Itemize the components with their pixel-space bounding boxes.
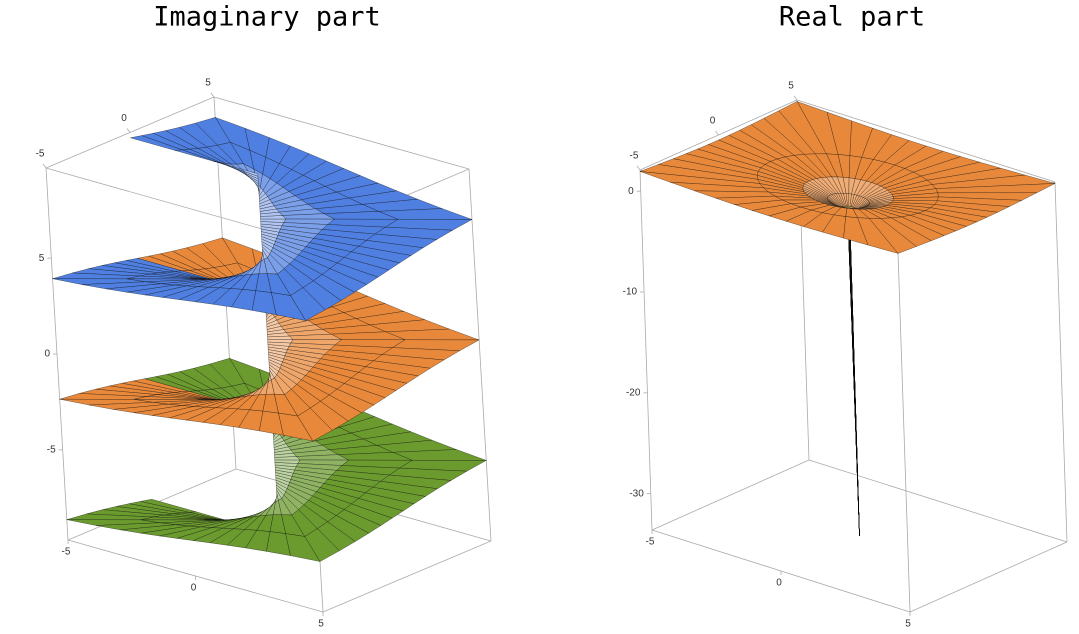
y-tick — [42, 163, 47, 169]
surface-patch — [869, 218, 917, 254]
y-tick — [636, 165, 641, 171]
box-edge — [1054, 181, 1068, 543]
box-edge — [213, 96, 470, 170]
y-tick-label: 5 — [788, 81, 794, 92]
z-tick-label: 5 — [39, 253, 45, 264]
y-tick-label: -5 — [630, 151, 639, 162]
y-tick — [715, 130, 719, 136]
z-tick-label: 0 — [44, 349, 50, 360]
surface-patch — [297, 407, 333, 442]
y-tick — [793, 95, 798, 101]
z-tick-label: -10 — [623, 287, 638, 298]
chart-title: Imaginary part — [153, 2, 381, 33]
y-tick-label: -5 — [36, 149, 45, 160]
box-edge — [796, 99, 1056, 183]
x-tick-label: -5 — [62, 547, 71, 558]
box-edge — [909, 541, 1068, 613]
x-tick-label: 5 — [905, 619, 911, 630]
y-tick-label: 0 — [710, 116, 716, 127]
box-edge — [639, 169, 653, 531]
chart-title: Real part — [779, 2, 925, 33]
y-tick-label: 0 — [121, 113, 127, 124]
y-tick-label: 5 — [205, 78, 211, 89]
box-edge — [808, 459, 1068, 543]
surface-patch — [242, 169, 259, 177]
x-tick-label: 0 — [776, 578, 782, 589]
y-tick — [210, 92, 215, 98]
box-edge — [322, 540, 492, 613]
z-tick-label: 0 — [628, 186, 634, 197]
x-tick-label: -5 — [646, 537, 655, 548]
x-tick-label: 5 — [318, 619, 324, 630]
box-edge — [45, 167, 302, 241]
y-tick — [126, 128, 131, 133]
surface-patch — [849, 232, 860, 537]
surface-patch — [290, 287, 326, 321]
z-tick-label: -30 — [629, 488, 644, 499]
box-edge — [897, 251, 911, 613]
z-tick-label: -20 — [626, 387, 641, 398]
surface-patch — [304, 528, 340, 562]
box-edge — [468, 168, 492, 542]
x-tick-label: 0 — [191, 583, 197, 594]
z-tick-label: -5 — [47, 445, 56, 456]
box-edge — [651, 459, 810, 531]
